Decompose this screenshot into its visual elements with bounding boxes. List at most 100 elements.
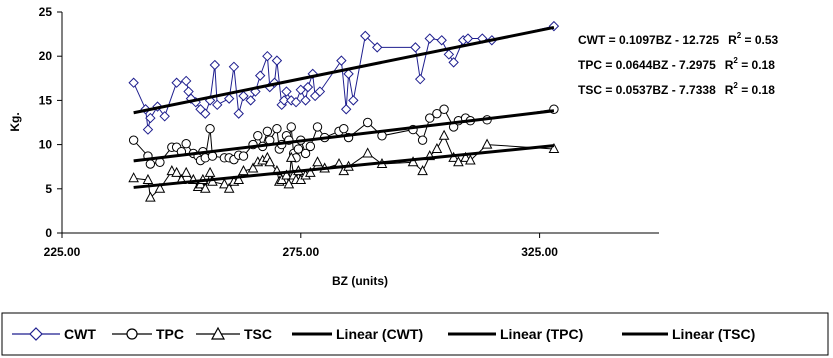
tpc-point [181, 139, 191, 149]
equation-tpc: TPC = 0.0644BZ - 7.2975 R2 = 0.18 [578, 56, 775, 72]
cwt-point [343, 68, 354, 80]
cwt-point [171, 77, 182, 88]
cwt-point [348, 95, 359, 106]
legend: CWT TPC TSC Linear (CWT) Linear (TPC) Li… [1, 312, 829, 356]
tpc-point [305, 141, 316, 152]
tsc-point [285, 151, 297, 162]
equation-cwt: CWT = 0.1097BZ - 12.725 R2 = 0.53 [578, 31, 779, 47]
x-axis-title: BZ (units) [332, 274, 388, 288]
cwt-point [200, 108, 211, 119]
legend-label: Linear (TSC) [672, 326, 755, 342]
tsc-point [128, 172, 139, 183]
tpc-point [253, 131, 263, 141]
cwt-point [233, 108, 244, 119]
series-layer [128, 20, 560, 202]
y-tick-label: 10 [39, 138, 53, 152]
cwt-point [336, 55, 347, 66]
trendline-tpc [133, 109, 555, 163]
cwt-point [278, 95, 290, 106]
y-tick-label: 5 [45, 182, 52, 196]
cwt-point [462, 33, 474, 44]
cwt-point [340, 104, 352, 115]
y-axis-title: Kg. [8, 112, 22, 131]
x-tick-label: 275.00 [282, 245, 319, 259]
r2-label: R [725, 83, 734, 97]
tsc-point [199, 182, 211, 193]
tpc-point [205, 123, 215, 134]
tsc-point [247, 162, 259, 173]
circle-marker-icon [126, 328, 138, 340]
y-axis-ticks: 0 5 10 15 20 25 [39, 5, 62, 240]
tsc-point [223, 182, 235, 193]
cwt-point [209, 59, 221, 71]
cwt-point [223, 93, 235, 104]
tsc-point [407, 156, 419, 167]
cwt-point [159, 111, 170, 122]
y-tick-label: 20 [39, 49, 53, 63]
x-tick-label: 225.00 [44, 245, 81, 259]
legend-item-tsc: TSC [196, 326, 272, 342]
tsc-point [305, 166, 316, 177]
tpc-point [145, 159, 156, 169]
trendline-layer [133, 25, 555, 189]
tsc-point [431, 142, 443, 154]
cwt-point [300, 95, 311, 106]
x-tick-label: 325.00 [521, 245, 558, 259]
cwt-point [414, 73, 426, 85]
tpc-point [362, 117, 373, 128]
tpc-point [300, 148, 311, 159]
tpc-point [432, 108, 442, 119]
tsc-point [219, 178, 230, 189]
tsc-point [154, 182, 166, 193]
cwt-point [254, 70, 266, 81]
cwt-point [290, 96, 302, 108]
cwt-point [228, 61, 240, 73]
tpc-point [286, 122, 296, 132]
legend-item-cwt: CWT [12, 326, 96, 342]
legend-item-linear-tpc: Linear (TPC) [448, 326, 583, 342]
legend-item-linear-tsc: Linear (TSC) [622, 326, 755, 342]
trendline-tsc [133, 144, 555, 189]
tsc-point [481, 138, 493, 149]
cwt-point [238, 90, 249, 102]
tsc-point [362, 147, 373, 158]
cwt-point [245, 95, 256, 106]
cwt-point [302, 81, 314, 93]
tpc-point [238, 151, 249, 161]
tsc-point [281, 169, 292, 180]
tsc-point [142, 173, 154, 184]
tsc-point [438, 129, 450, 140]
cwt-point [180, 75, 192, 87]
tsc-point [548, 142, 560, 154]
y-tick-label: 15 [39, 93, 53, 107]
r2-value: = 0.18 [738, 58, 775, 72]
tsc-point [171, 166, 182, 177]
triangle-marker-icon [210, 326, 226, 340]
r2-superscript: 2 [733, 81, 738, 90]
tpc-point [128, 135, 139, 145]
tpc-point [425, 113, 435, 123]
tpc-point [417, 135, 428, 145]
tsc-point [180, 166, 192, 177]
tpc-point [272, 123, 282, 134]
r2-label: R [728, 33, 737, 47]
r2-superscript: 2 [737, 31, 742, 40]
cwt-point [145, 112, 156, 124]
r2-value: = 0.18 [738, 83, 775, 97]
cwt-point [410, 42, 421, 53]
cwt-point [271, 55, 283, 66]
tsc-point [264, 156, 276, 167]
y-tick-label: 0 [45, 226, 52, 240]
tsc-point [238, 165, 249, 176]
cwt-point [262, 50, 273, 62]
trendline-cwt [133, 25, 555, 115]
tpc-point [339, 123, 349, 134]
equation-tsc: TSC = 0.0537BZ - 7.7338 R2 = 0.18 [578, 81, 775, 97]
equation-tpc-text: TPC = 0.0644BZ - 7.2975 [578, 58, 716, 72]
cwt-point [212, 99, 223, 111]
tpc-point [293, 144, 304, 154]
equations: CWT = 0.1097BZ - 12.725 R2 = 0.53 TPC = 0… [578, 31, 779, 97]
legend-label: TSC [244, 326, 272, 342]
cwt-point [295, 84, 307, 95]
cwt-point [128, 77, 139, 88]
